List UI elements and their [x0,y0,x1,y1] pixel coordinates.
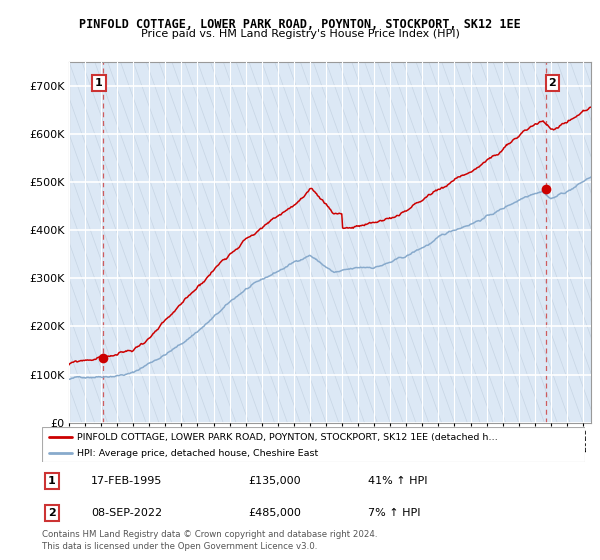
Text: Price paid vs. HM Land Registry's House Price Index (HPI): Price paid vs. HM Land Registry's House … [140,29,460,39]
Text: 1: 1 [95,78,103,88]
Text: Contains HM Land Registry data © Crown copyright and database right 2024.
This d: Contains HM Land Registry data © Crown c… [42,530,377,551]
Text: 08-SEP-2022: 08-SEP-2022 [91,508,162,518]
Text: HPI: Average price, detached house, Cheshire East: HPI: Average price, detached house, Ches… [77,449,319,458]
Text: £135,000: £135,000 [248,475,301,486]
Text: £485,000: £485,000 [248,508,301,518]
Text: PINFOLD COTTAGE, LOWER PARK ROAD, POYNTON, STOCKPORT, SK12 1EE (detached h…: PINFOLD COTTAGE, LOWER PARK ROAD, POYNTO… [77,432,498,441]
Text: 2: 2 [48,508,56,518]
Text: 7% ↑ HPI: 7% ↑ HPI [368,508,420,518]
Text: 17-FEB-1995: 17-FEB-1995 [91,475,162,486]
Text: 1: 1 [48,475,56,486]
Text: 2: 2 [548,78,556,88]
Text: PINFOLD COTTAGE, LOWER PARK ROAD, POYNTON, STOCKPORT, SK12 1EE: PINFOLD COTTAGE, LOWER PARK ROAD, POYNTO… [79,18,521,31]
Text: 41% ↑ HPI: 41% ↑ HPI [368,475,427,486]
